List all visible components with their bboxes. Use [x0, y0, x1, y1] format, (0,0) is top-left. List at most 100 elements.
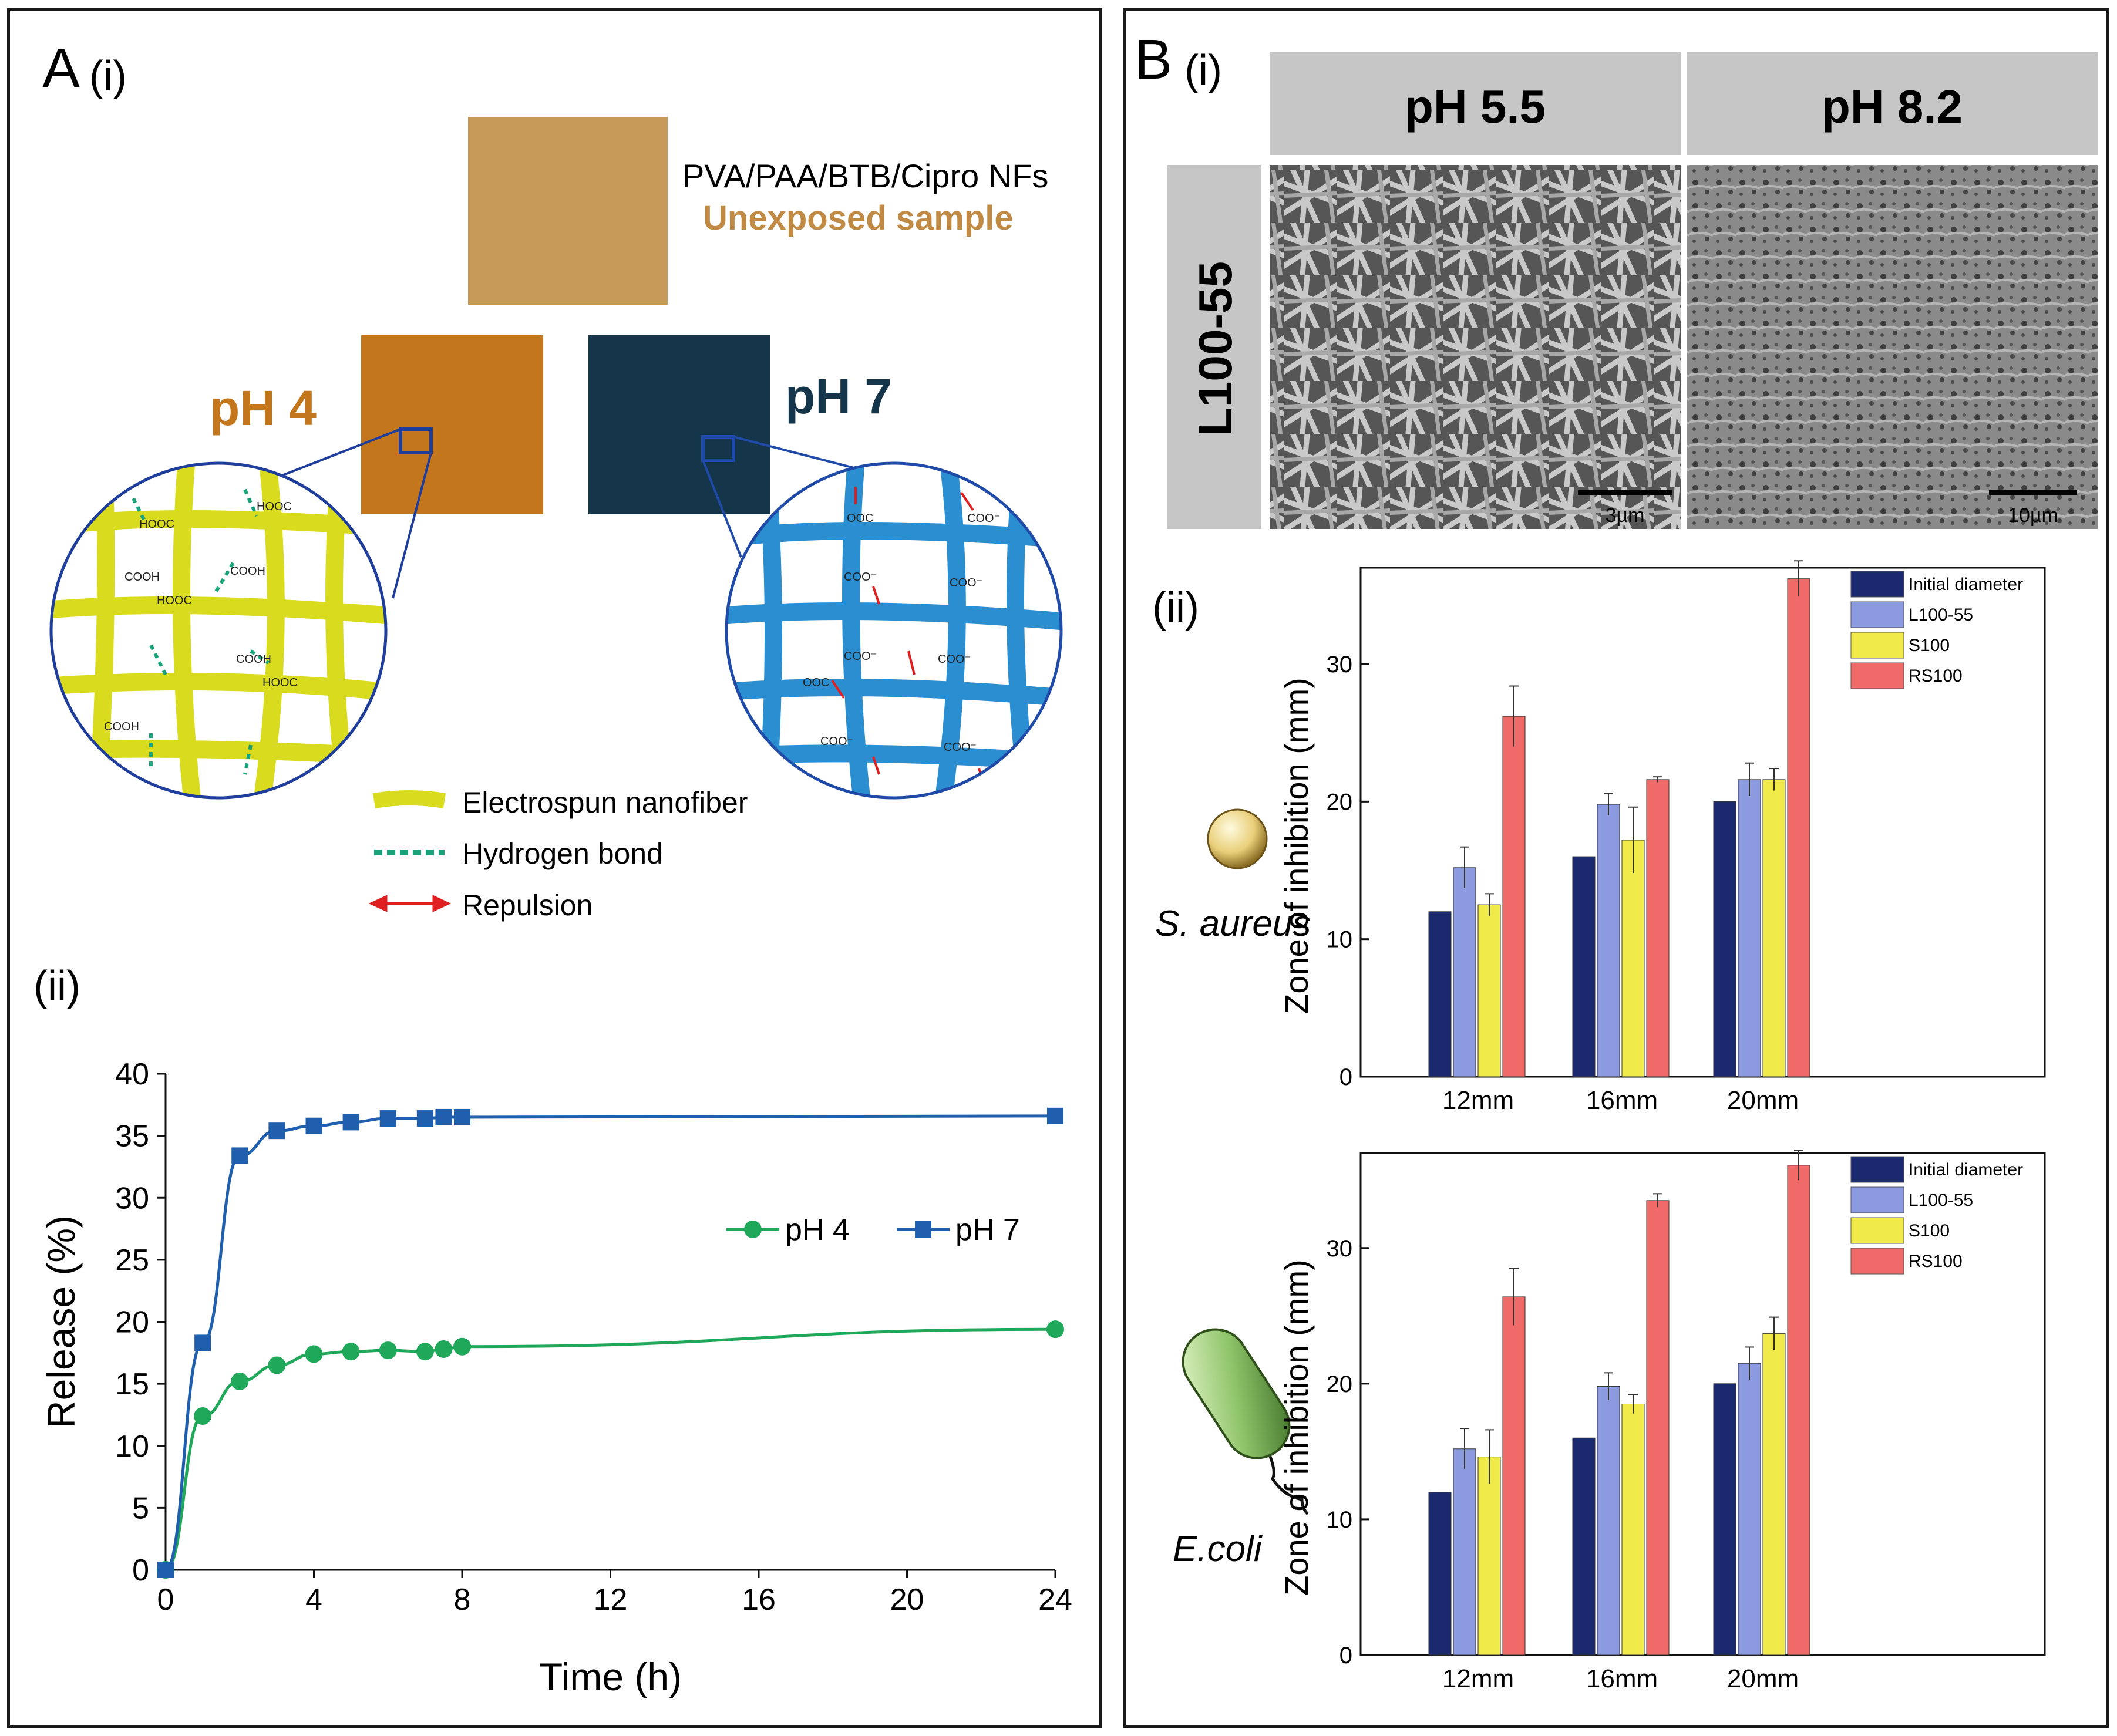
svg-text:HOOC: HOOC	[157, 594, 192, 607]
sem-image-ph55	[1270, 165, 1681, 529]
x-tick-label: 12mm	[1442, 1086, 1514, 1115]
scale-label-2: 10µm	[2008, 504, 2058, 527]
svg-text:COO⁻: COO⁻	[938, 653, 971, 666]
svg-text:COOH: COOH	[230, 565, 265, 578]
panel-b-canvas: B (i) pH 5.5 pH 8.2 L100-55 3µm 10µm (ii…	[1135, 28, 2098, 1693]
y-tick-label: 20	[1327, 1371, 1353, 1397]
legend-swatch	[1850, 632, 1904, 659]
connector-line	[392, 452, 432, 599]
legend-swatch	[1850, 601, 1904, 628]
legend-label: pH 7	[955, 1213, 1020, 1247]
scale-label-1: 3µm	[1606, 504, 1645, 527]
y-tick-label: 30	[1327, 652, 1353, 677]
y-tick-label: 35	[115, 1120, 149, 1154]
data-point	[416, 1343, 434, 1361]
svg-text:COO⁻: COO⁻	[967, 512, 1000, 525]
connector-line	[268, 428, 401, 482]
panel-b-letter: B	[1135, 28, 1172, 91]
svg-text:COOH: COOH	[124, 571, 160, 584]
x-tick-label: 12mm	[1442, 1664, 1514, 1693]
panel-a-letter: A	[42, 37, 80, 100]
col-ph55-label: pH 5.5	[1405, 80, 1546, 133]
legend-swatch	[1850, 571, 1904, 598]
svg-text:COO⁻: COO⁻	[844, 571, 877, 584]
panel-b-sub-i: (i)	[1184, 47, 1222, 94]
plot-frame	[1359, 1152, 2046, 1656]
col-ph82-label: pH 8.2	[1822, 80, 1963, 133]
x-tick-label: 20	[890, 1583, 924, 1617]
connector-line	[733, 436, 859, 470]
legend-marker	[915, 1221, 931, 1238]
data-point	[194, 1334, 211, 1351]
bar	[1477, 904, 1501, 1077]
x-tick-label: 20mm	[1727, 1086, 1799, 1115]
y-tick-label: 40	[115, 1057, 149, 1091]
data-point	[1047, 1107, 1063, 1124]
x-tick-label: 8	[454, 1583, 471, 1617]
row-label-cell	[1167, 165, 1261, 529]
data-point	[231, 1147, 248, 1164]
y-tick-label: 20	[115, 1306, 149, 1340]
header-ph55	[1270, 52, 1681, 155]
sample-name: PVA/PAA/BTB/Cipro NFs	[682, 157, 1048, 194]
x-tick-label: 12	[594, 1583, 628, 1617]
bar	[1597, 1386, 1620, 1656]
bar	[1738, 779, 1761, 1077]
legend-repulsion-label: Repulsion	[462, 889, 593, 922]
bar	[1428, 911, 1452, 1077]
organism-2-label: E.coli	[1173, 1529, 1263, 1569]
ph7-swatch	[588, 335, 770, 514]
legend-swatch	[1850, 1248, 1904, 1275]
svg-text:COO⁻: COO⁻	[944, 741, 977, 754]
svg-text:OOC: OOC	[847, 512, 874, 525]
fiber-legend-swatch	[372, 790, 446, 808]
y-axis-title: Release (%)	[39, 1215, 83, 1428]
yellow-network-outline	[49, 461, 388, 800]
y-axis-title: Zone of inhibition (mm)	[1278, 677, 1315, 1014]
y-tick-label: 30	[115, 1181, 149, 1215]
data-point	[231, 1372, 249, 1390]
x-axis-title: Time (h)	[539, 1655, 682, 1698]
x-tick-label: 20mm	[1727, 1664, 1799, 1693]
bar	[1787, 1165, 1810, 1656]
y-tick-label: 10	[115, 1430, 149, 1464]
svg-text:OOC: OOC	[803, 676, 830, 689]
svg-text:COO⁻: COO⁻	[844, 650, 877, 663]
svg-text:COOH: COOH	[236, 653, 271, 666]
y-tick-label: 15	[115, 1367, 149, 1401]
data-point	[305, 1117, 322, 1134]
svg-text:COO⁻: COO⁻	[950, 577, 982, 589]
data-point	[416, 1110, 433, 1127]
legend-label: RS100	[1909, 666, 1963, 686]
legend-label: S100	[1909, 636, 1950, 655]
svg-text:HOOC: HOOC	[257, 500, 292, 513]
ph7-label: pH 7	[785, 369, 892, 424]
unexposed-sample-swatch	[468, 117, 668, 305]
bar	[1453, 1448, 1476, 1656]
bar	[1762, 779, 1786, 1077]
x-tick-label: 16	[742, 1583, 776, 1617]
legend-swatch	[1850, 662, 1904, 689]
y-tick-label: 5	[132, 1491, 149, 1525]
legend-label: Initial diameter	[1909, 1160, 2023, 1179]
y-tick-label: 0	[1339, 1643, 1352, 1668]
bar	[1738, 1363, 1761, 1656]
data-point	[342, 1114, 359, 1131]
data-point	[342, 1343, 360, 1361]
organism-1-label: S. aureus	[1155, 904, 1311, 944]
data-point	[157, 1562, 174, 1578]
svg-text:COOH: COOH	[104, 720, 139, 733]
x-tick-label: 16mm	[1586, 1086, 1658, 1115]
data-point	[268, 1356, 286, 1374]
legend-label: S100	[1909, 1221, 1950, 1241]
bar	[1787, 578, 1810, 1077]
panel-b: B (i) pH 5.5 pH 8.2 L100-55 3µm 10µm (ii…	[1123, 8, 2109, 1728]
legend-marker	[744, 1221, 762, 1238]
bar	[1762, 1333, 1786, 1656]
legend-hbond-label: Hydrogen bond	[462, 837, 663, 870]
data-point	[435, 1108, 452, 1125]
svg-text:HOOC: HOOC	[139, 518, 174, 531]
data-point	[305, 1345, 323, 1363]
legend-swatch	[1850, 1186, 1904, 1213]
data-point	[268, 1122, 285, 1140]
